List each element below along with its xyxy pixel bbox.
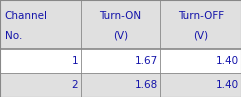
Bar <box>0 73 241 97</box>
Text: No.: No. <box>5 31 22 41</box>
Text: Turn-OFF: Turn-OFF <box>178 11 224 22</box>
Bar <box>0 48 241 73</box>
Text: 1.40: 1.40 <box>215 56 239 66</box>
Text: 2: 2 <box>72 80 78 90</box>
Text: 1.68: 1.68 <box>135 80 158 90</box>
Text: 1.67: 1.67 <box>135 56 158 66</box>
Text: (V): (V) <box>113 31 128 41</box>
Bar <box>0 0 241 48</box>
Text: 1.40: 1.40 <box>215 80 239 90</box>
Text: Turn-ON: Turn-ON <box>100 11 141 22</box>
Text: 1: 1 <box>72 56 78 66</box>
Text: Channel: Channel <box>5 11 48 22</box>
Text: (V): (V) <box>193 31 208 41</box>
